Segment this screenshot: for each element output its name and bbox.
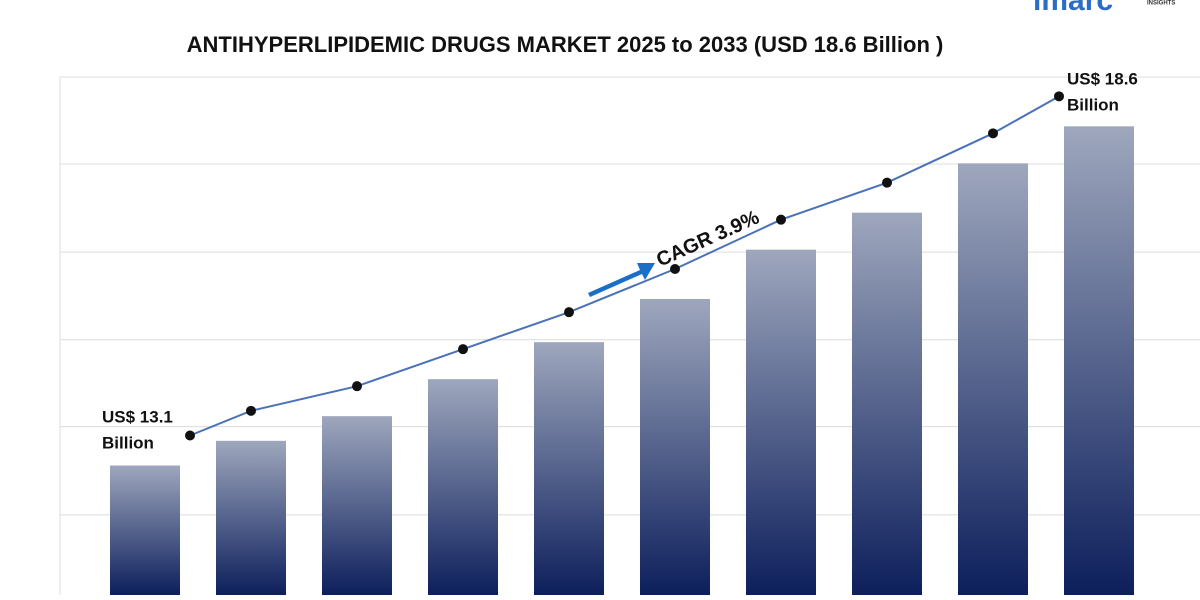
cagr-arrow — [588, 263, 655, 297]
bars — [110, 126, 1134, 596]
value-label-line: US$ 18.6 — [1067, 70, 1138, 89]
bar — [852, 212, 922, 595]
trend-dot — [352, 381, 362, 392]
value-label-line: Billion — [102, 434, 154, 453]
bar — [322, 416, 392, 595]
bar — [534, 342, 604, 595]
trend-dot — [776, 214, 786, 225]
bar — [958, 163, 1028, 596]
value-label: US$ 13.1 Billion — [102, 408, 173, 453]
trend-dot — [246, 405, 256, 416]
trend-dot — [1054, 91, 1064, 102]
value-label-line: US$ 13.1 — [102, 408, 173, 427]
trend-dot — [458, 344, 468, 355]
logo: imarc — [1033, 0, 1113, 17]
bar — [1064, 126, 1134, 595]
trend-dot — [564, 307, 574, 318]
trend-line — [189, 95, 1060, 437]
trend-dot — [882, 177, 892, 188]
logo-sub: INSIGHTS — [1147, 1, 1175, 7]
bar — [746, 249, 816, 595]
trend-dot — [185, 430, 195, 441]
bar — [640, 299, 710, 595]
value-label: US$ 18.6 Billion — [1067, 70, 1138, 115]
bar — [428, 379, 498, 595]
trend-dot — [670, 264, 680, 274]
trend-dot — [988, 128, 998, 139]
value-label-line: Billion — [1067, 96, 1119, 115]
chart-title: ANTIHYPERLIPIDEMIC DRUGS MARKET 2025 to … — [187, 32, 944, 57]
bar — [216, 440, 286, 595]
bar — [110, 465, 180, 595]
